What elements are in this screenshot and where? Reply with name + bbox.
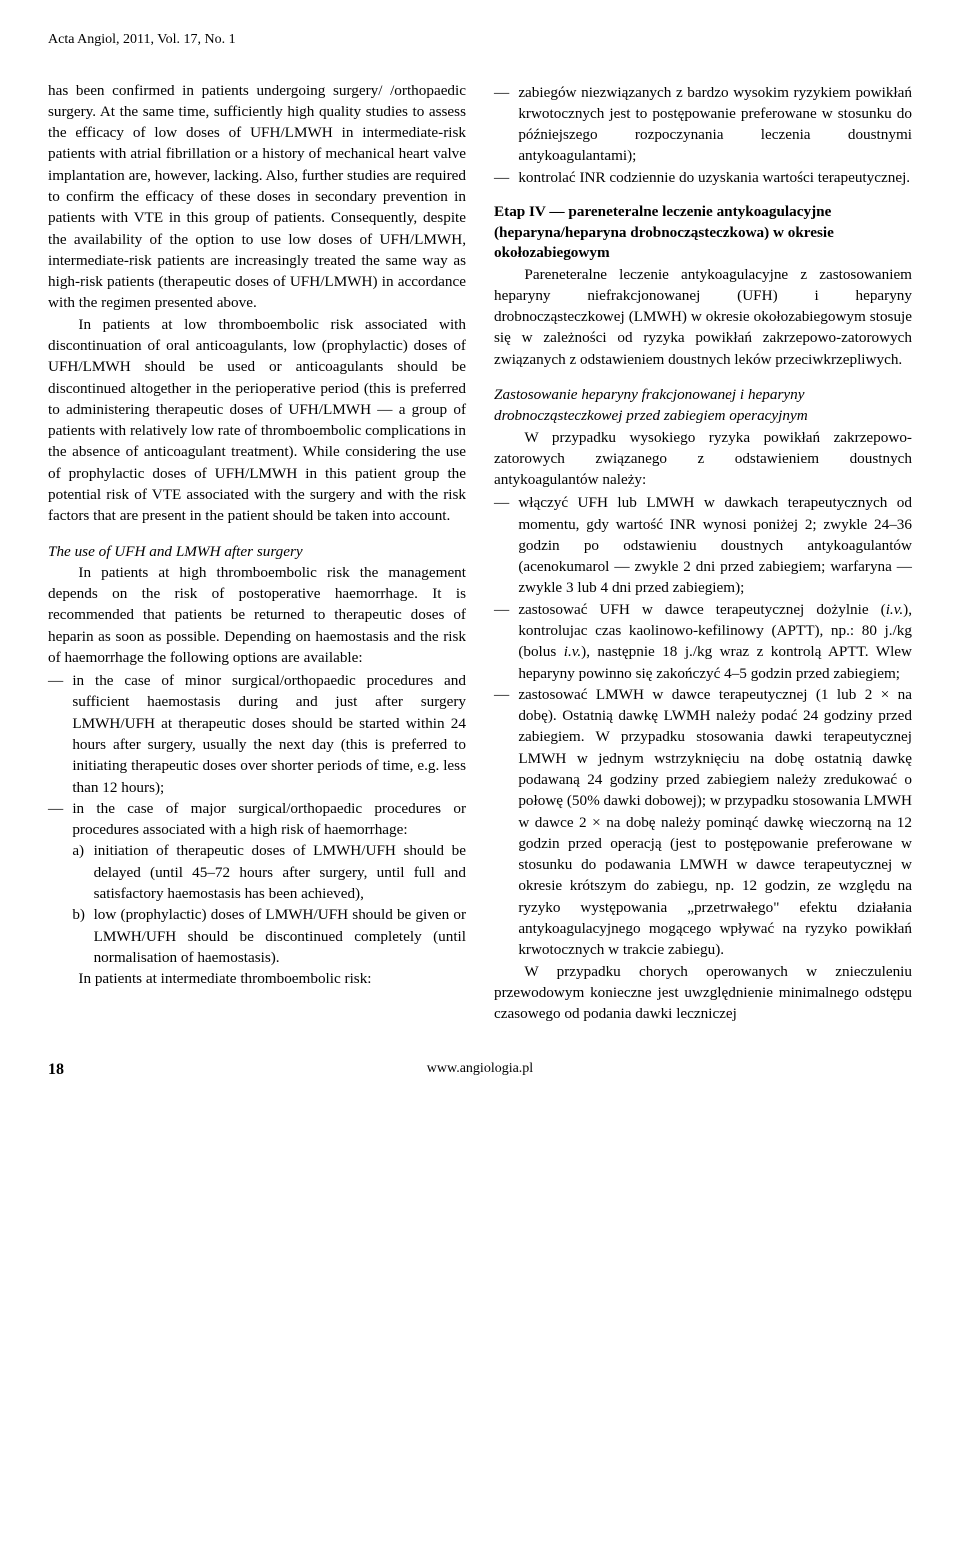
sub-list-item: a) initiation of therapeutic doses of LM…	[72, 840, 466, 904]
list-item: — zastosować UFH w dawce terapeutycznej …	[494, 599, 912, 684]
enum-label: a)	[72, 840, 93, 904]
body-paragraph: has been confirmed in patients undergoin…	[48, 80, 466, 314]
subheading: The use of UFH and LMWH after surgery	[48, 541, 466, 562]
list-item: — in the case of major surgical/orthopae…	[48, 798, 466, 968]
list-item-text: kontrolać INR codziennie do uzyskania wa…	[518, 167, 912, 188]
dash-icon: —	[494, 492, 518, 598]
list-item: — zastosować LMWH w dawce terapeutycznej…	[494, 684, 912, 961]
list-item-text: in the case of major surgical/orthopaedi…	[72, 798, 466, 968]
dash-icon: —	[494, 167, 518, 188]
section-heading: Etap IV — pareneteralne leczenie antykoa…	[494, 202, 912, 264]
two-column-layout: has been confirmed in patients undergoin…	[48, 80, 912, 1025]
subheading: Zastosowanie heparyny frakcjonowanej i h…	[494, 384, 912, 427]
page-footer: 18 www.angiologia.pl	[48, 1059, 912, 1079]
list-item: — in the case of minor surgical/orthopae…	[48, 670, 466, 798]
enum-label: b)	[72, 904, 93, 968]
body-paragraph: W przypadku chorych operowanych w zniecz…	[494, 961, 912, 1025]
body-paragraph: In patients at high thromboembolic risk …	[48, 562, 466, 668]
body-paragraph: In patients at low thromboembolic risk a…	[48, 314, 466, 527]
right-column: — zabiegów niezwiązanych z bardzo wysoki…	[494, 80, 912, 1025]
list-item-text: zabiegów niezwiązanych z bardzo wysokim …	[518, 82, 912, 167]
dash-icon: —	[494, 599, 518, 684]
list-item: — zabiegów niezwiązanych z bardzo wysoki…	[494, 82, 912, 167]
journal-reference: Acta Angiol, 2011, Vol. 17, No. 1	[48, 30, 912, 50]
sub-list-text: low (prophylactic) doses of LMWH/UFH sho…	[94, 904, 466, 968]
sub-list-text: initiation of therapeutic doses of LMWH/…	[94, 840, 466, 904]
list-item-text: zastosować LMWH w dawce terapeutycznej (…	[518, 684, 912, 961]
dash-icon: —	[494, 684, 518, 961]
list-item-text: in the case of minor surgical/orthopaedi…	[72, 670, 466, 798]
page-number: 18	[48, 1061, 64, 1078]
dash-icon: —	[48, 670, 72, 798]
body-paragraph: Pareneteralne leczenie antykoagulacyjne …	[494, 264, 912, 370]
sub-list-item: b) low (prophylactic) doses of LMWH/UFH …	[72, 904, 466, 968]
footer-site: www.angiologia.pl	[427, 1059, 533, 1079]
list-item-text: włączyć UFH lub LMWH w dawkach terapeuty…	[518, 492, 912, 598]
list-item: — kontrolać INR codziennie do uzyskania …	[494, 167, 912, 188]
dash-icon: —	[494, 82, 518, 167]
body-paragraph: W przypadku wysokiego ryzyka powikłań za…	[494, 427, 912, 491]
bullet-list: — zabiegów niezwiązanych z bardzo wysoki…	[494, 82, 912, 188]
dash-icon: —	[48, 798, 72, 968]
bullet-list: — in the case of minor surgical/orthopae…	[48, 670, 466, 968]
left-column: has been confirmed in patients undergoin…	[48, 80, 466, 1025]
body-paragraph: In patients at intermediate thromboembol…	[48, 968, 466, 989]
bullet-list: — włączyć UFH lub LMWH w dawkach terapeu…	[494, 492, 912, 960]
list-item: — włączyć UFH lub LMWH w dawkach terapeu…	[494, 492, 912, 598]
list-item-text: zastosować UFH w dawce terapeutycznej do…	[518, 599, 912, 684]
